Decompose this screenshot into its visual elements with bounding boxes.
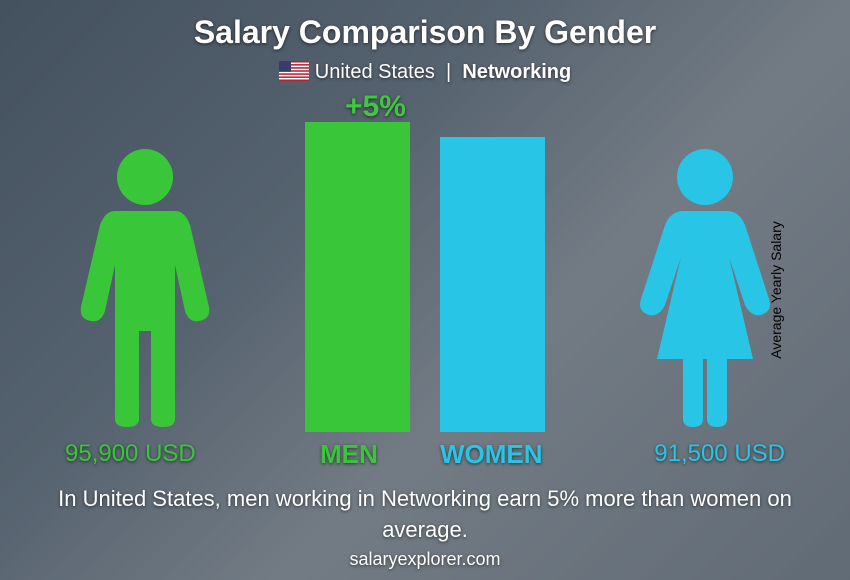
infographic-content: Salary Comparison By Gender United State… [0, 0, 850, 580]
female-label: WOMEN [440, 439, 543, 470]
summary-text: In United States, men working in Network… [45, 484, 805, 546]
female-figure-icon [625, 147, 785, 432]
source-label: salaryexplorer.com [0, 549, 850, 570]
us-flag-icon [279, 61, 309, 81]
chart-area: +5% 95,900 USD [65, 102, 785, 472]
female-bar [440, 137, 545, 432]
male-bar [305, 122, 410, 432]
male-label: MEN [320, 439, 378, 470]
difference-label: +5% [345, 90, 406, 124]
labels-row: 95,900 USD MEN WOMEN 91,500 USD [65, 436, 785, 472]
male-figure-icon [65, 147, 225, 432]
yaxis-label: Average Yearly Salary [767, 221, 783, 359]
category-label: Networking [462, 61, 571, 83]
male-salary: 95,900 USD [65, 440, 196, 468]
country-label: United States [315, 61, 435, 83]
subtitle: United States | Networking [0, 61, 850, 84]
female-salary: 91,500 USD [654, 440, 785, 468]
page-title: Salary Comparison By Gender [0, 0, 850, 51]
separator: | [446, 61, 451, 83]
